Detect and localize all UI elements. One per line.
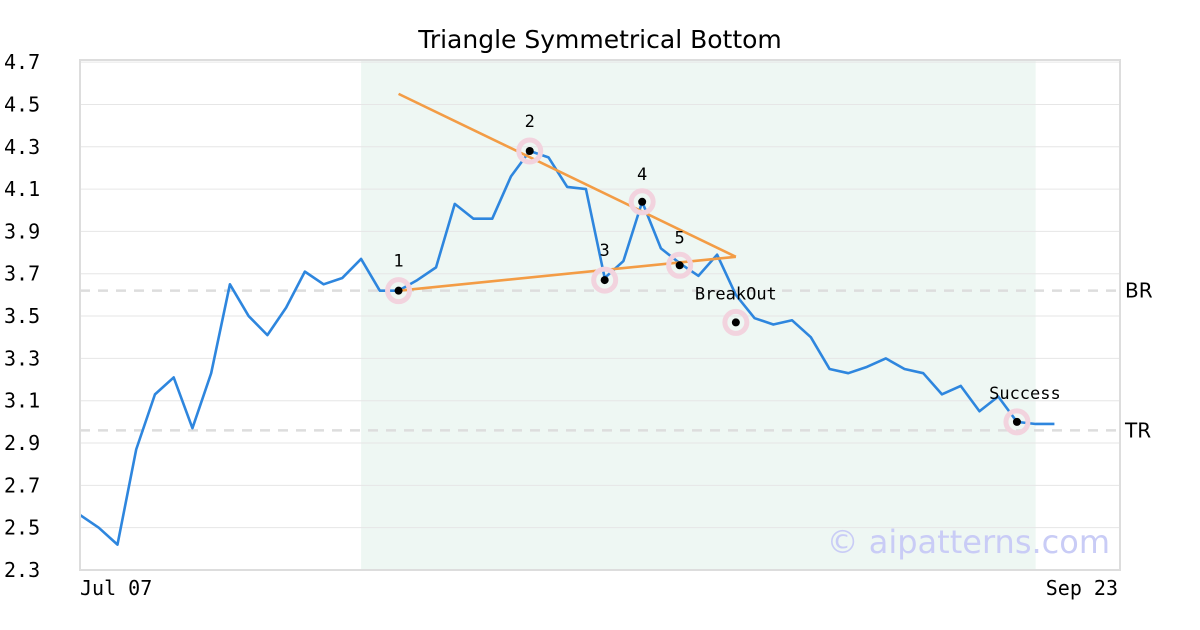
pattern-point — [1012, 417, 1021, 426]
y-tick-label: 4.5 — [4, 92, 40, 116]
plot-area: 2.3 2.5 2.7 2.9 3.1 3.3 3.5 3.7 3.9 4.1 4.3 4.5 4.7 J… — [4, 50, 1121, 600]
y-tick-label: 3.7 — [4, 262, 40, 286]
point-halo — [722, 308, 750, 336]
point-label: 5 — [675, 228, 685, 248]
point-label: 1 — [393, 252, 403, 272]
pattern-point — [394, 286, 403, 295]
x-tick-label: Jul 07 — [80, 576, 152, 600]
pattern-region — [361, 60, 1036, 570]
plot-frame — [79, 59, 1121, 571]
point-halo — [1003, 408, 1031, 436]
point-label: 2 — [525, 112, 535, 132]
y-tick-label: 2.3 — [4, 558, 40, 582]
point-label: 3 — [600, 241, 610, 261]
pattern-point — [731, 318, 740, 327]
point-halo — [385, 277, 413, 305]
point-halo — [666, 251, 694, 279]
y-tick-label: 3.5 — [4, 304, 40, 328]
trendline — [397, 92, 737, 258]
annotations: BR TR 1 2 3 4 5 BreakOut Success — [385, 112, 1153, 442]
point-label: Success — [989, 384, 1061, 404]
price-series-line — [79, 149, 1055, 546]
reference-label: TR — [1124, 418, 1151, 442]
y-tick-label: 2.9 — [4, 431, 40, 455]
pattern-point — [638, 197, 647, 206]
point-halo — [516, 137, 544, 165]
point-halo — [591, 266, 619, 294]
pattern-point — [675, 261, 684, 270]
reference-label: BR — [1125, 279, 1153, 303]
x-tick-label: Sep 23 — [1046, 576, 1118, 600]
y-tick-label: 3.3 — [4, 346, 40, 370]
y-tick-label: 3.9 — [4, 219, 40, 243]
y-tick-label: 3.1 — [4, 389, 40, 413]
y-tick-label: 2.7 — [4, 473, 40, 497]
point-label: 4 — [637, 165, 647, 185]
y-tick-label: 2.5 — [4, 516, 40, 540]
pattern-point — [600, 276, 609, 285]
y-tick-label: 4.7 — [4, 50, 40, 74]
point-halo — [628, 188, 656, 216]
y-tick-label: 4.3 — [4, 135, 40, 159]
watermark: © aipatterns.com — [827, 523, 1110, 561]
chart-title: Triangle Symmetrical Bottom — [417, 25, 782, 54]
point-label: BreakOut — [695, 284, 777, 304]
y-tick-label: 4.1 — [4, 177, 40, 201]
pattern-point — [525, 146, 534, 155]
